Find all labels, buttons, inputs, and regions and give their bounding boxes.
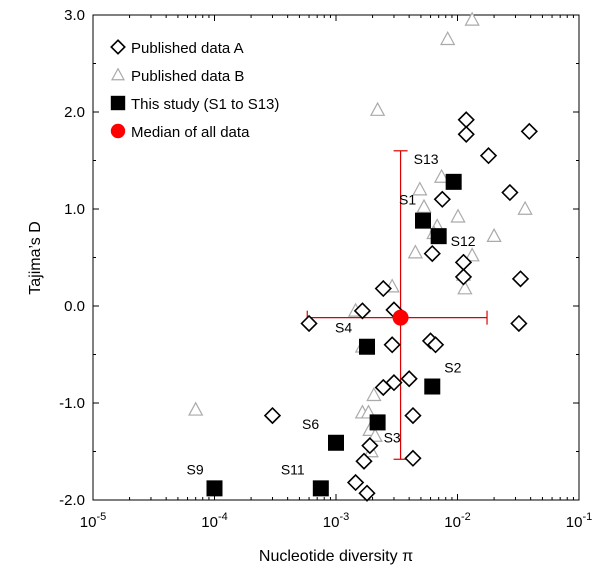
x-tick-label: 10-3 (323, 511, 349, 531)
data-point-published-a (355, 452, 373, 470)
data-point-published-a (457, 111, 475, 129)
data-point-published-a (358, 484, 376, 502)
data-point-published-a (374, 279, 392, 298)
legend-label: Published data B (131, 68, 244, 85)
data-point-published-b (517, 200, 533, 215)
data-label: S9 (187, 461, 204, 477)
legend-marker (110, 95, 126, 111)
data-point-published-a (426, 336, 445, 354)
data-point-published-a (263, 406, 282, 425)
data-point-published-b (416, 198, 432, 213)
legend-marker (111, 67, 125, 81)
series-median (392, 309, 409, 326)
legend-marker (110, 123, 126, 139)
y-tick-label: -2.0 (59, 492, 85, 509)
data-point-published-b (366, 386, 382, 402)
data-label: S12 (451, 233, 476, 249)
y-tick-label: 1.0 (64, 201, 85, 218)
x-tick-label: 10-4 (201, 511, 227, 531)
y-tick-label: 2.0 (64, 104, 85, 121)
data-label: S11 (281, 461, 305, 477)
data-point-this-study (328, 434, 344, 451)
x-axis-label: Nucleotide diversity π (259, 548, 413, 565)
x-tick-label: 10-2 (444, 511, 470, 531)
data-point-published-a (501, 183, 519, 202)
data-point-published-a (511, 270, 530, 288)
data-point-this-study (424, 378, 441, 395)
data-point-published-a (361, 437, 379, 455)
data-point-published-b (412, 181, 428, 196)
legend-label: Median of all data (131, 124, 250, 141)
y-tick-label: 0.0 (64, 298, 85, 315)
data-point-published-b (464, 247, 480, 262)
data-point-this-study (359, 338, 376, 355)
data-label: S3 (384, 429, 401, 445)
data-point-published-a (404, 406, 422, 425)
data-point-published-a (400, 370, 418, 388)
data-label: S6 (302, 416, 319, 432)
data-point-published-b (450, 208, 466, 223)
legend-label: Published data A (131, 40, 244, 57)
data-label: S4 (335, 320, 352, 336)
data-point-published-a (454, 268, 473, 286)
data-point-published-b (440, 30, 456, 46)
data-point-this-study (206, 480, 223, 497)
y-axis-ticks: 3.0 2.0 1.0 0.0 -1.0 -2.0 (59, 7, 579, 509)
data-point-published-a (479, 147, 498, 165)
data-point-this-study (369, 414, 386, 431)
data-point-published-a (457, 125, 475, 143)
data-point-published-b (369, 101, 386, 116)
data-point-published-a (404, 449, 422, 467)
legend-marker (110, 39, 126, 55)
y-axis-label: Tajima’s D (27, 221, 44, 295)
data-point-published-a (374, 378, 392, 397)
x-tick-label: 10-5 (80, 511, 106, 531)
data-label: S2 (444, 360, 461, 376)
data-point-published-a (433, 190, 451, 208)
data-point-published-a (423, 244, 441, 263)
data-point-published-b (486, 227, 502, 243)
data-point-this-study (414, 212, 431, 229)
data-point-published-a (300, 314, 318, 333)
legend-label: This study (S1 to S13) (131, 96, 279, 113)
data-point-published-b (457, 280, 473, 295)
data-label: S13 (414, 151, 439, 167)
y-tick-label: 3.0 (64, 7, 85, 24)
data-point-this-study (312, 480, 329, 497)
data-point-published-b (464, 11, 480, 26)
data-point-published-a (353, 302, 372, 320)
data-point-this-study (430, 228, 447, 245)
data-point-this-study (445, 173, 462, 190)
data-point-published-a (520, 122, 538, 141)
series-published-a (263, 111, 538, 502)
data-point-published-a (510, 314, 528, 333)
data-point-published-b (188, 401, 204, 416)
plot-frame (92, 14, 580, 501)
data-point-published-b (407, 244, 424, 259)
data-point-published-b (367, 427, 383, 442)
series-this-study: S13 S1 S12 S4 S2 S3 S6 S9 S11 (187, 151, 476, 497)
data-point-published-a (383, 336, 401, 354)
y-tick-label: -1.0 (59, 395, 85, 412)
data-point-median (392, 309, 409, 326)
x-axis-ticks: 10-5 10-4 10-3 10-2 10-1 (80, 15, 592, 531)
data-point-published-a (346, 473, 365, 492)
data-label: S1 (399, 192, 416, 208)
x-tick-label: 10-1 (566, 511, 592, 531)
legend: Published data A Published data B This stu… (110, 39, 279, 141)
data-point-published-b (433, 168, 450, 183)
